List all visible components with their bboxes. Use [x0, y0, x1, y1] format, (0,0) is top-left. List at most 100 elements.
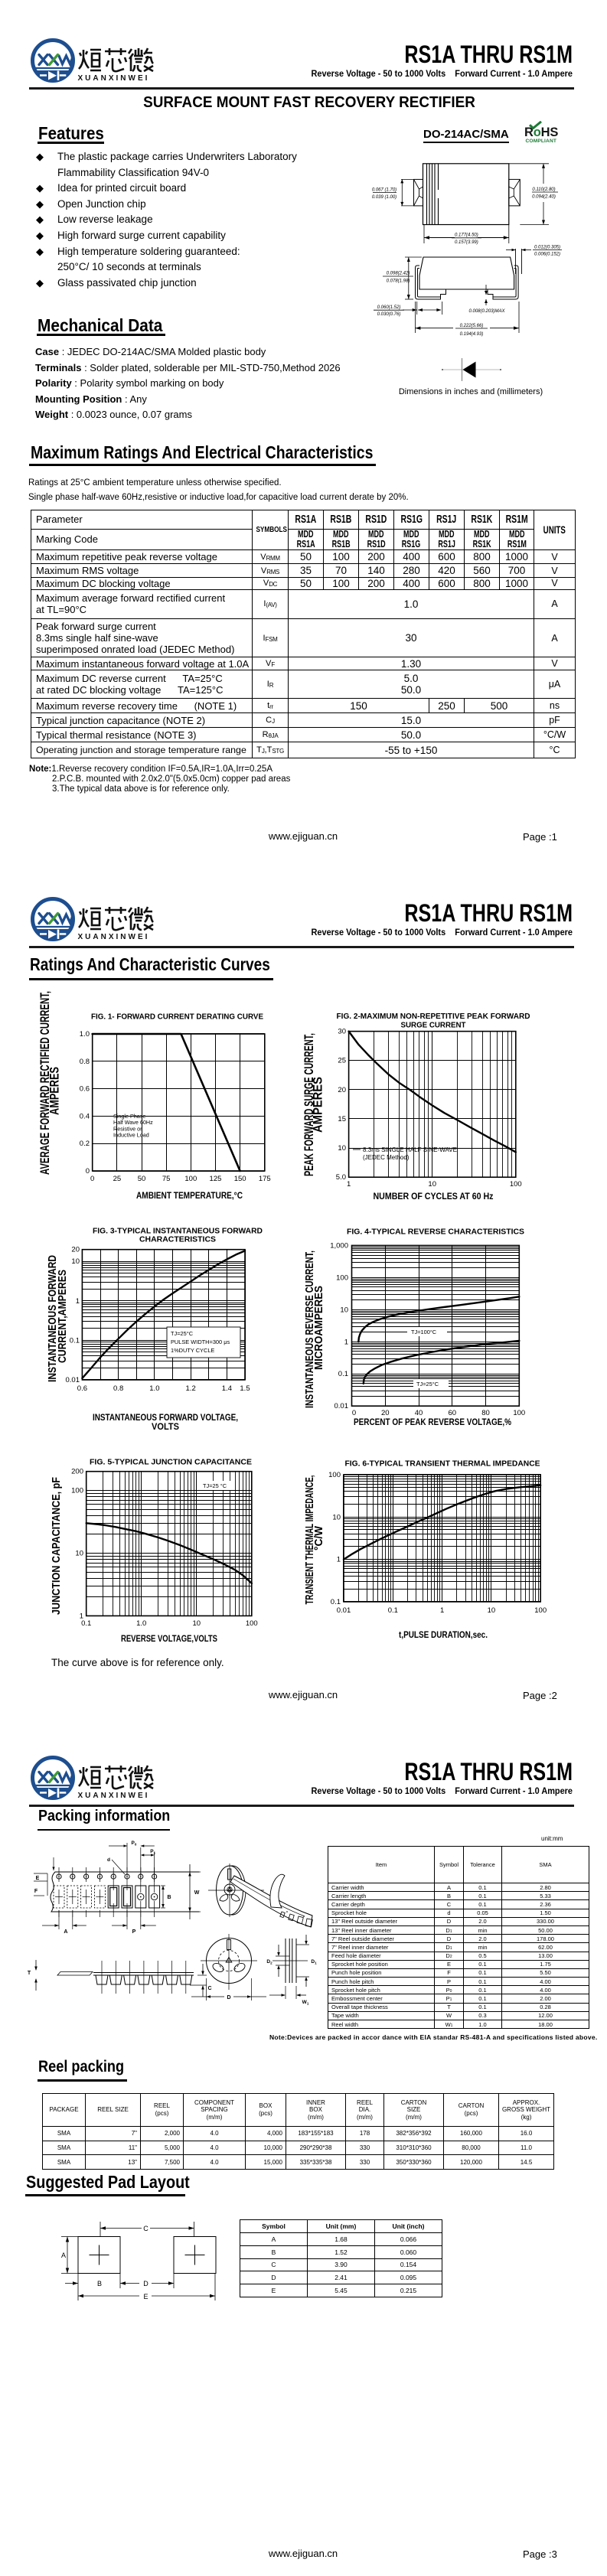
- svg-text:INSTANTANEOUS FORWARD VOLTAGE,: INSTANTANEOUS FORWARD VOLTAGE,: [93, 1412, 238, 1423]
- svg-text:d: d: [107, 1857, 110, 1863]
- svg-text:Single Phase: Single Phase: [113, 1113, 145, 1120]
- svg-text:PERCENT OF PEAK REVERSE VOLTAG: PERCENT OF PEAK REVERSE VOLTAGE,%: [354, 1417, 511, 1427]
- svg-text:20: 20: [338, 1086, 346, 1094]
- svg-text:D2: D2: [266, 1959, 272, 1965]
- svg-text:D: D: [227, 1995, 230, 2000]
- svg-text:25: 25: [338, 1057, 346, 1065]
- svg-text:0.1: 0.1: [70, 1336, 80, 1345]
- svg-text:T﻿J=25°C: T﻿J=25°C: [416, 1381, 439, 1387]
- svg-text:0.110(2.80): 0.110(2.80): [532, 187, 555, 192]
- svg-text:1%DUTY CYCLE: 1%DUTY CYCLE: [171, 1347, 214, 1354]
- svg-text:0.222(5.66): 0.222(5.66): [460, 324, 484, 328]
- svg-text:B: B: [167, 1895, 171, 1900]
- svg-text:0.098(2.42): 0.098(2.42): [387, 272, 410, 276]
- svg-text:1: 1: [80, 1612, 83, 1620]
- svg-text:Resistive or: Resistive or: [113, 1125, 142, 1132]
- svg-text:t,PULSE DURATION,sec.: t,PULSE DURATION,sec.: [399, 1629, 488, 1640]
- svg-text:5.0: 5.0: [336, 1173, 346, 1182]
- svg-text:W1: W1: [302, 2000, 309, 2006]
- svg-text:MICROAMPERES: MICROAMPERES: [312, 1286, 325, 1370]
- svg-text:0.8: 0.8: [80, 1058, 90, 1066]
- svg-text:F: F: [34, 1889, 38, 1894]
- svg-text:0.006(0.152): 0.006(0.152): [534, 253, 560, 257]
- svg-text:FIG. 3-TYPICAL INSTANTANEOUS F: FIG. 3-TYPICAL INSTANTANEOUS FORWARD: [93, 1227, 263, 1236]
- svg-text:0.01: 0.01: [337, 1606, 351, 1615]
- svg-text:0.1: 0.1: [81, 1619, 91, 1628]
- svg-text:0.012(0.305): 0.012(0.305): [534, 246, 560, 250]
- svg-text:100: 100: [510, 1180, 522, 1189]
- svg-text:NUMBER OF CYCLES AT 60 Hz: NUMBER OF CYCLES AT 60 Hz: [374, 1191, 494, 1202]
- svg-text:P1: P1: [150, 1849, 155, 1855]
- svg-text:0.4: 0.4: [80, 1112, 90, 1120]
- svg-text:175: 175: [259, 1175, 271, 1183]
- svg-text:1: 1: [344, 1338, 348, 1346]
- svg-text:0.01: 0.01: [335, 1402, 349, 1410]
- svg-text:Inductive Load: Inductive Load: [113, 1132, 149, 1139]
- svg-text:AVERAGE FORWARD RECTIFIED CURR: AVERAGE FORWARD RECTIFIED CURRENT,: [38, 991, 52, 1175]
- svg-text:0: 0: [90, 1175, 94, 1183]
- svg-text:125: 125: [210, 1175, 222, 1183]
- svg-text:10: 10: [488, 1606, 496, 1615]
- svg-text:1.0: 1.0: [80, 1030, 90, 1039]
- svg-text:0.6: 0.6: [77, 1384, 87, 1393]
- svg-text:(JEDEC Method): (JEDEC Method): [363, 1154, 410, 1161]
- svg-text:0.177(4.50): 0.177(4.50): [455, 233, 478, 238]
- svg-text:0.1: 0.1: [338, 1370, 348, 1378]
- svg-text:1: 1: [76, 1297, 80, 1306]
- svg-text:W: W: [194, 1890, 200, 1896]
- svg-text:100: 100: [513, 1409, 525, 1417]
- svg-text:0.030(0.76): 0.030(0.76): [377, 312, 401, 317]
- svg-text:0.094(2.40): 0.094(2.40): [532, 195, 556, 200]
- svg-text:80: 80: [481, 1409, 490, 1417]
- svg-text:0.2: 0.2: [80, 1140, 90, 1148]
- svg-text:T: T: [28, 1971, 31, 1976]
- svg-text:0.1: 0.1: [331, 1598, 341, 1606]
- svg-text:0.067 (1.70): 0.067 (1.70): [372, 188, 397, 193]
- svg-text:PEAK FORWARD SURGE CURRENT,: PEAK FORWARD SURGE CURRENT,: [302, 1033, 316, 1176]
- svg-text:FIG. 5-TYPICAL JUNCTION CAPACI: FIG. 5-TYPICAL JUNCTION CAPACITANCE: [90, 1458, 252, 1467]
- svg-text:60: 60: [448, 1409, 456, 1417]
- svg-text:C: C: [143, 2225, 148, 2232]
- svg-text:FIG. 1- FORWARD CURRENT DERATI: FIG. 1- FORWARD CURRENT DERATING CURVE: [91, 1012, 263, 1022]
- svg-text:100: 100: [534, 1606, 547, 1615]
- svg-text:10: 10: [338, 1144, 346, 1153]
- svg-text:0.157(3.99): 0.157(3.99): [455, 240, 478, 245]
- svg-text:0: 0: [86, 1167, 90, 1176]
- svg-text:10: 10: [340, 1306, 348, 1314]
- svg-text:FIG. 6-TYPICAL TRANSIENT THERM: FIG. 6-TYPICAL TRANSIENT THERMAL IMPEDAN…: [345, 1459, 540, 1469]
- svg-text:25: 25: [113, 1175, 122, 1183]
- svg-text:FIG. 2-MAXIMUM NON-REPETITIVE: FIG. 2-MAXIMUM NON-REPETITIVE PEAK FORWA…: [337, 1012, 530, 1021]
- svg-text:0.01: 0.01: [66, 1376, 80, 1384]
- svg-text:8.3ms SINGLE HALF SINE-WAVE: 8.3ms SINGLE HALF SINE-WAVE: [363, 1146, 457, 1153]
- svg-text:JUNCTION CAPACITANCE, pF: JUNCTION CAPACITANCE, pF: [50, 1477, 63, 1615]
- svg-text:E: E: [143, 2293, 148, 2300]
- svg-text:10: 10: [192, 1619, 201, 1628]
- svg-text:E: E: [36, 1876, 40, 1881]
- svg-text:0.008(0.203)MAX: 0.008(0.203)MAX: [468, 309, 505, 314]
- svg-text:VOLTS: VOLTS: [152, 1421, 179, 1432]
- svg-text:1.5: 1.5: [240, 1384, 250, 1393]
- svg-text:200: 200: [71, 1468, 83, 1476]
- svg-text:1.2: 1.2: [186, 1384, 196, 1393]
- svg-text:100: 100: [71, 1486, 83, 1495]
- svg-text:PULSE WIDTH=300 μs: PULSE WIDTH=300 μs: [171, 1339, 230, 1345]
- svg-text:T﻿J=100°C: T﻿J=100°C: [411, 1329, 437, 1335]
- svg-text:20: 20: [381, 1409, 390, 1417]
- svg-text:100: 100: [246, 1619, 258, 1628]
- svg-text:C: C: [207, 1986, 211, 1991]
- svg-text:INSTANTANEOUS FORWARD: INSTANTANEOUS FORWARD: [46, 1255, 59, 1382]
- svg-text:AMPERES: AMPERES: [311, 1077, 325, 1133]
- svg-text:0.8: 0.8: [113, 1384, 123, 1393]
- svg-text:0.060(1.52): 0.060(1.52): [377, 305, 401, 310]
- svg-text:T﻿J=25°C: T﻿J=25°C: [171, 1330, 194, 1337]
- svg-text:0.6: 0.6: [80, 1085, 90, 1094]
- svg-text:10: 10: [75, 1549, 83, 1557]
- svg-text:T﻿J=25 °C: T﻿J=25 °C: [203, 1482, 227, 1489]
- svg-text:30: 30: [338, 1028, 346, 1036]
- svg-text:40: 40: [415, 1409, 423, 1417]
- svg-text:D1: D1: [311, 1959, 317, 1965]
- svg-text:0.1: 0.1: [388, 1606, 398, 1615]
- svg-text:10: 10: [332, 1513, 341, 1521]
- svg-text:D: D: [143, 2280, 148, 2287]
- svg-text:1.0: 1.0: [149, 1384, 159, 1393]
